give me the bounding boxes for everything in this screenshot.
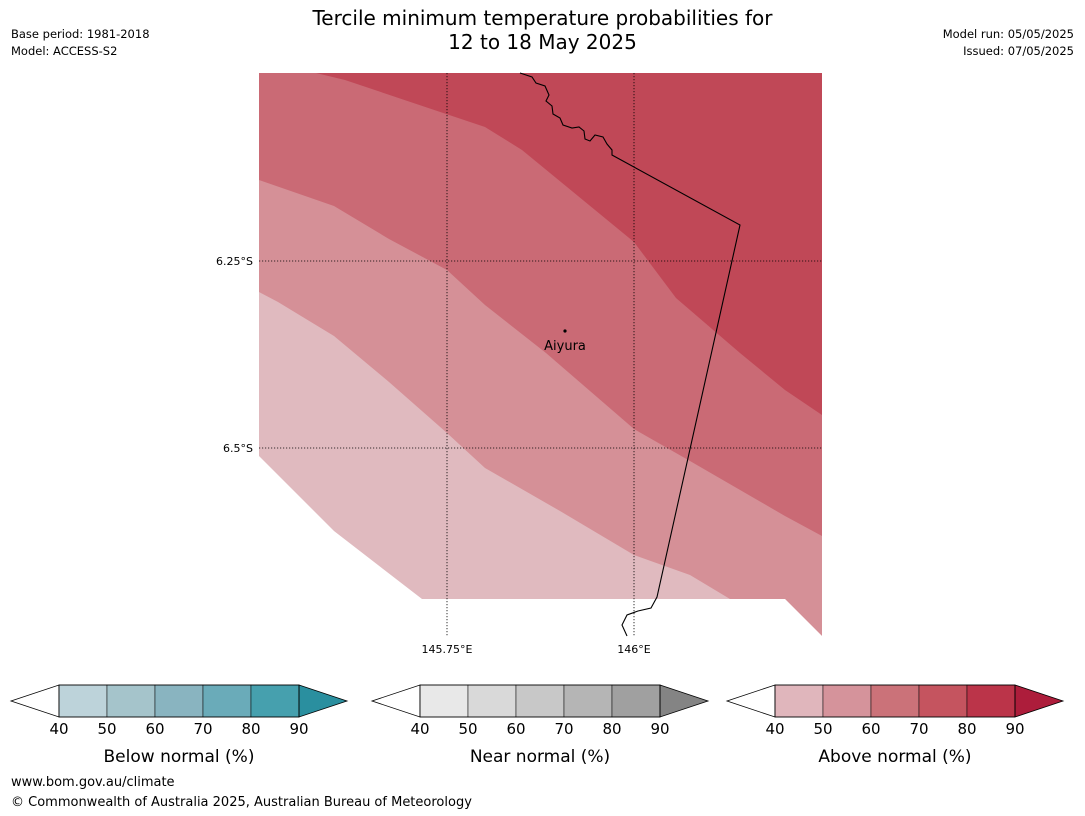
base-period-text: Base period: 1981-2018 (11, 27, 150, 41)
model-run-text: Model run: 05/05/2025 (942, 27, 1074, 41)
model-text: Model: ACCESS-S2 (11, 44, 118, 58)
legend-tick-label: 60 (145, 720, 164, 738)
legend-swatch (563, 684, 613, 718)
place-label: Aiyura (544, 339, 586, 354)
legend-tick-label: 90 (650, 720, 669, 738)
legend-extend-low (370, 684, 421, 718)
legend-above-normal: 40 50 60 70 80 90 Above normal (%) (725, 684, 1065, 767)
legend-tick-label: 40 (765, 720, 784, 738)
legend-swatch (202, 684, 252, 718)
band-above-40 (259, 292, 822, 636)
legend-near-normal: 40 50 60 70 80 90 Near normal (%) (370, 684, 710, 767)
legend-extend-high (659, 684, 710, 718)
legend-title: Below normal (%) (104, 747, 255, 767)
legend-swatch (106, 684, 156, 718)
legend-tick-label: 80 (241, 720, 260, 738)
legend-swatch (918, 684, 968, 718)
legend-extend-low (9, 684, 60, 718)
legend-tick-label: 40 (49, 720, 68, 738)
legend-tick-label: 90 (1005, 720, 1024, 738)
legend-swatch (467, 684, 517, 718)
legend-outline (774, 684, 1016, 718)
legend-swatch (611, 684, 661, 718)
legend-swatch (419, 684, 469, 718)
legend-outline (419, 684, 661, 718)
lon-label-1: 145.75°E (422, 643, 473, 656)
issued-text: Issued: 07/05/2025 (963, 44, 1074, 58)
legend-tick-label: 60 (861, 720, 880, 738)
legend-tick-label: 50 (813, 720, 832, 738)
footer-copyright: © Commonwealth of Australia 2025, Austra… (11, 795, 472, 810)
legend-tick-label: 70 (554, 720, 573, 738)
legend-extend-low (725, 684, 776, 718)
legend-below-normal: 40 50 60 70 80 90 Below normal (%) (9, 684, 349, 767)
legend-swatch (58, 684, 108, 718)
legend-tick-label: 80 (602, 720, 621, 738)
legend-swatch (515, 684, 565, 718)
legend-extend-high (1014, 684, 1065, 718)
map-title: Tercile minimum temperature probabilitie… (0, 6, 1085, 54)
lon-label-2: 146°E (617, 643, 650, 656)
legend-extend-high (298, 684, 349, 718)
legend-swatch (154, 684, 204, 718)
legend-title: Above normal (%) (818, 747, 971, 767)
meta-left: Base period: 1981-2018 Model: ACCESS-S2 (11, 26, 150, 60)
legend-title: Near normal (%) (470, 747, 610, 767)
legend-tick-label: 70 (909, 720, 928, 738)
title-line-2: 12 to 18 May 2025 (448, 30, 637, 54)
legend-tick-label: 60 (506, 720, 525, 738)
legend-outline (58, 684, 300, 718)
no-data-region (259, 456, 822, 636)
legend-tick-label: 80 (957, 720, 976, 738)
legend-tick-label: 40 (410, 720, 429, 738)
legend-tick-label: 70 (193, 720, 212, 738)
legend-swatch (250, 684, 300, 718)
lat-label-2: 6.5°S (223, 442, 253, 455)
legend-swatch (774, 684, 824, 718)
aiyura-marker (563, 329, 567, 333)
lat-label-1: 6.25°S (216, 255, 253, 268)
legend-swatch (822, 684, 872, 718)
probability-bands (259, 73, 822, 636)
legend-swatch (966, 684, 1016, 718)
province-border (519, 72, 741, 637)
legend-tick-label: 50 (458, 720, 477, 738)
title-line-1: Tercile minimum temperature probabilitie… (312, 6, 773, 30)
legend-tick-label: 50 (97, 720, 116, 738)
legend-swatch (870, 684, 920, 718)
footer-url: www.bom.gov.au/climate (11, 775, 175, 790)
legend-tick-label: 90 (289, 720, 308, 738)
meta-right: Model run: 05/05/2025 Issued: 07/05/2025 (943, 26, 1074, 60)
